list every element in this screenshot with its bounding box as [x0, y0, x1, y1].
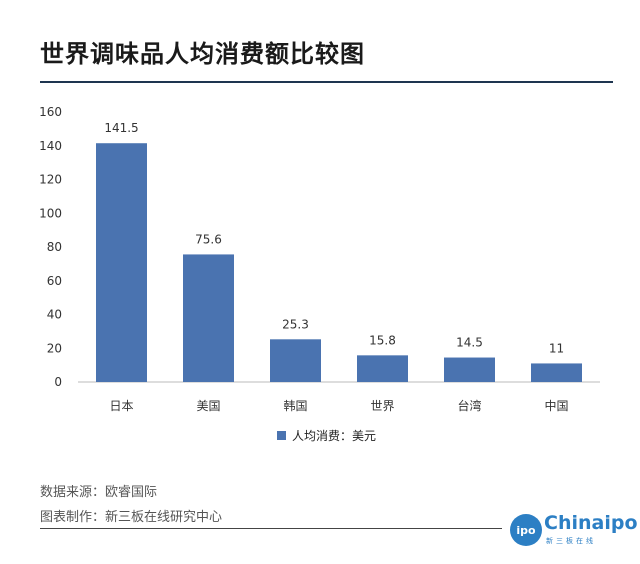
- footer-divider: [40, 528, 502, 529]
- y-tick-label: 100: [39, 206, 62, 220]
- x-tick-label: 台湾: [457, 398, 481, 413]
- data-label: 141.5: [104, 121, 138, 135]
- legend-swatch: [277, 431, 286, 440]
- bar: [96, 143, 147, 382]
- chinaipo-logo: ipo Chinaipo 新三板在线: [510, 510, 638, 550]
- bar: [531, 363, 582, 382]
- bar: [357, 355, 408, 382]
- x-tick-label: 世界: [370, 399, 394, 413]
- x-axis-labels: 日本 美国 韩国 世界 台湾 中国: [109, 398, 568, 413]
- y-tick-label: 60: [47, 274, 62, 288]
- data-label: 11: [549, 341, 564, 355]
- y-tick-label: 40: [47, 308, 62, 322]
- producer-note: 图表制作：新三板在线研究中心: [40, 510, 223, 525]
- y-tick-label: 140: [39, 139, 62, 153]
- x-tick-label: 韩国: [283, 398, 307, 413]
- logo-text: Chinaipo: [544, 512, 638, 534]
- source-note: 数据来源：欧睿国际: [40, 485, 158, 500]
- title-divider: [40, 81, 613, 83]
- x-tick-label: 中国: [544, 398, 568, 413]
- logo-badge: ipo: [510, 514, 542, 546]
- y-tick-label: 0: [54, 375, 62, 389]
- bar: [183, 254, 234, 382]
- data-labels: 141.5 75.6 25.3 15.8 14.5 11: [104, 121, 564, 355]
- logo-subtext: 新三板在线: [546, 537, 596, 545]
- y-tick-label: 80: [47, 240, 62, 254]
- y-tick-label: 160: [39, 105, 62, 119]
- chart-title: 世界调味品人均消费额比较图: [40, 40, 365, 68]
- data-label: 15.8: [369, 333, 396, 347]
- y-axis-labels: 0 20 40 60 80 100 120 140 160: [39, 105, 62, 389]
- y-tick-label: 120: [39, 173, 62, 187]
- legend: 人均消费：美元: [277, 427, 376, 444]
- bar: [270, 339, 321, 382]
- bars: [96, 143, 582, 382]
- x-tick-label: 日本: [109, 399, 133, 413]
- y-tick-label: 20: [47, 341, 62, 355]
- data-label: 25.3: [282, 317, 309, 331]
- x-tick-label: 美国: [196, 399, 220, 413]
- data-label: 75.6: [195, 232, 222, 246]
- legend-label: 人均消费：美元: [292, 429, 377, 443]
- bar: [444, 357, 495, 382]
- data-label: 14.5: [456, 336, 483, 350]
